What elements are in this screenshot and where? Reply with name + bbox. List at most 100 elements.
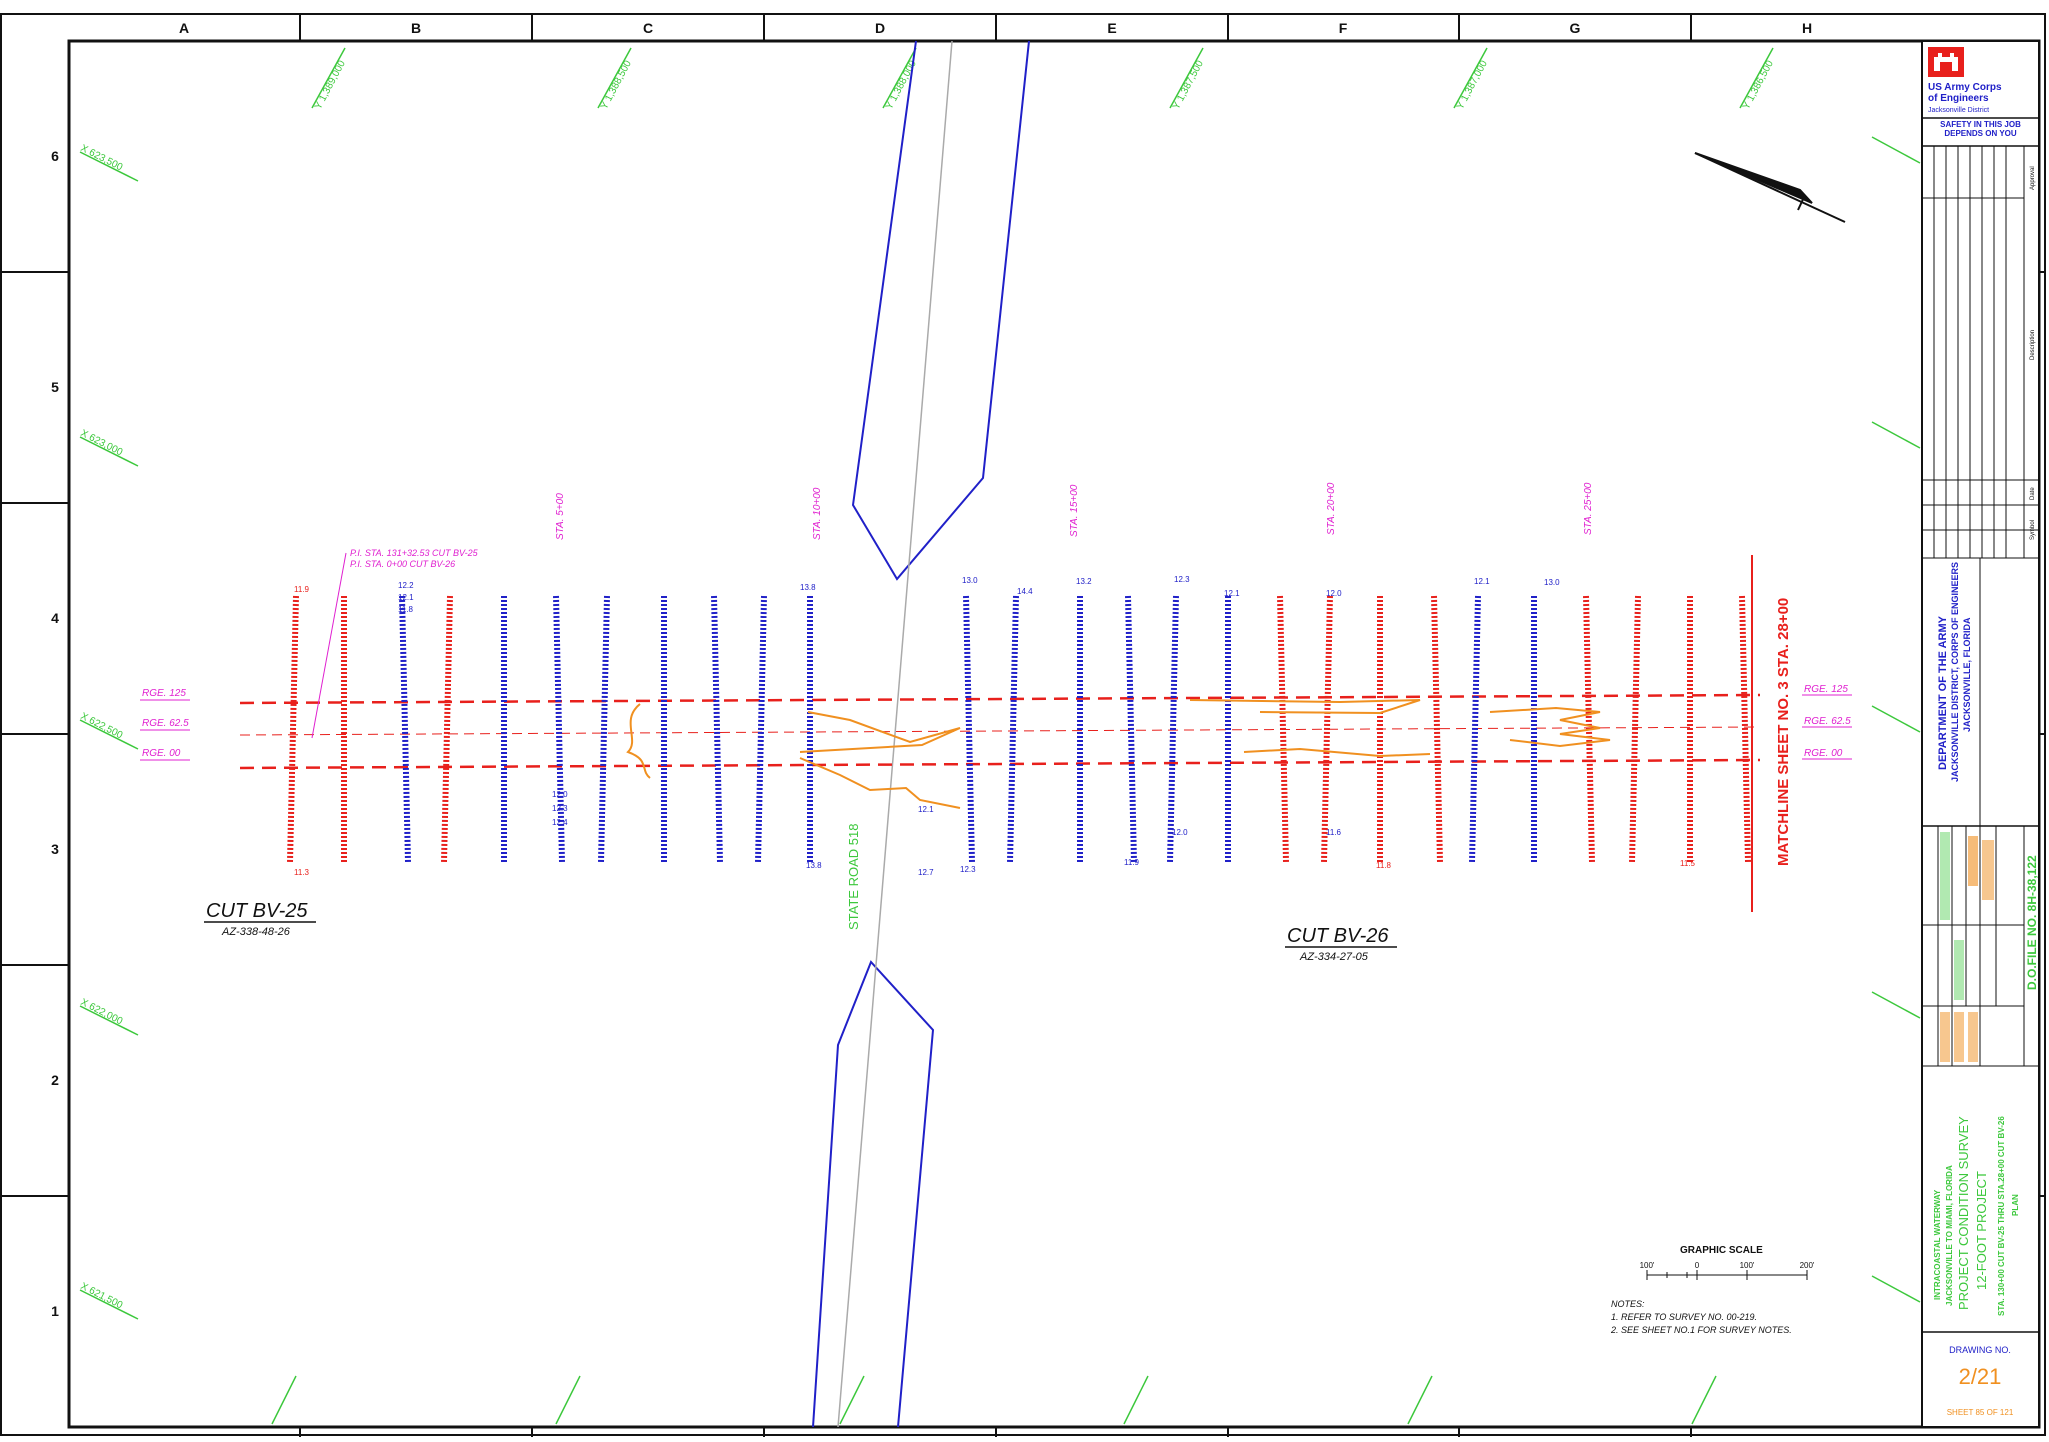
sounding-column xyxy=(1277,595,1289,863)
sounding-bottom: 12.4 xyxy=(552,818,568,827)
note-item: 2. SEE SHEET NO.1 FOR SURVEY NOTES. xyxy=(1610,1325,1792,1335)
scale-tick: 100' xyxy=(1740,1261,1755,1270)
grid-label-x: X 623,000 xyxy=(79,428,125,459)
station-label: STA. 25+00 xyxy=(1583,482,1594,535)
scale-tick: 100' xyxy=(1640,1261,1655,1270)
range-label-ticks xyxy=(140,694,1852,761)
sounding-top: 12.0 xyxy=(1326,589,1342,598)
pi-note-line: P.I. STA. 131+32.53 CUT BV-25 xyxy=(350,548,479,558)
channel-lines xyxy=(239,555,1761,912)
title-block: US Army Corps of Engineers Jacksonville … xyxy=(1921,40,2040,1428)
outer-border xyxy=(0,13,2046,1436)
dept-line: JACKSONVILLE, FLORIDA xyxy=(1962,617,1972,732)
sounding-column xyxy=(598,595,610,863)
sounding-column xyxy=(1739,595,1751,863)
scale-tick: 200' xyxy=(1800,1261,1815,1270)
row-label: 6 xyxy=(51,148,59,164)
cut-azimuth: AZ-334-27-05 xyxy=(1299,951,1369,963)
sheet-number: SHEET 85 OF 121 xyxy=(1947,1408,2014,1417)
sounding-top: 12.3 xyxy=(1174,575,1190,584)
sounding-top: 13.8 xyxy=(800,583,816,592)
sounding-column xyxy=(553,595,565,863)
sounding-column xyxy=(755,595,767,863)
road-label: STATE ROAD 518 xyxy=(846,824,861,930)
cut-name: CUT BV-25 xyxy=(206,900,308,922)
grid-label-x: X 623,500 xyxy=(79,143,125,174)
graphic-scale: GRAPHIC SCALE 100' 0 100' 200' xyxy=(1640,1245,1815,1280)
range-label: RGE. 62.5 xyxy=(142,718,189,729)
sounding-bottom: 12.7 xyxy=(918,868,934,877)
column-dividers xyxy=(299,14,1692,1437)
note-item: 1. REFER TO SURVEY NO. 00-219. xyxy=(1611,1312,1757,1322)
row-label: 2 xyxy=(51,1072,59,1088)
sounding-bottom: 11.6 xyxy=(1326,828,1342,837)
column-label: A xyxy=(179,20,189,36)
sounding-column xyxy=(1469,595,1481,863)
sounding-top: 12.1 xyxy=(398,593,414,602)
project-line: PLAN xyxy=(2011,1194,2020,1216)
station-label: STA. 15+00 xyxy=(1069,484,1080,537)
sounding-column xyxy=(1167,595,1179,863)
column-label: H xyxy=(1802,20,1812,36)
dept-line: DEPARTMENT OF THE ARMY xyxy=(1937,615,1949,770)
scale-tick: 0 xyxy=(1695,1261,1700,1270)
revision-header: Description xyxy=(2030,330,2036,360)
revision-header: Date xyxy=(2030,487,2036,500)
notes-title: NOTES: xyxy=(1611,1299,1645,1309)
bridge-outline xyxy=(812,40,1030,1428)
grid-label-x: X 622,500 xyxy=(79,711,125,742)
grid-label-y: Y 1,387,500 xyxy=(1171,58,1206,111)
sounding-bottom: 12.1 xyxy=(918,805,934,814)
sounding-column xyxy=(441,595,453,863)
grid-label-y: Y 1,389,000 xyxy=(313,58,348,111)
column-label: E xyxy=(1107,20,1116,36)
sounding-marks xyxy=(287,595,1751,863)
district-name: Jacksonville District xyxy=(1928,107,1989,114)
matchline-label: MATCHLINE SHEET NO. 3 STA. 28+00 xyxy=(1775,598,1792,866)
sounding-column xyxy=(399,595,411,863)
project-line: 12-FOOT PROJECT xyxy=(1974,1171,1989,1290)
project-line: STA. 130+00 CUT BV-25 THRU STA.28+00 CUT… xyxy=(1997,1116,2006,1316)
sounding-bottom: 11.9 xyxy=(1124,858,1140,867)
sounding-top: 13.2 xyxy=(1076,577,1092,586)
station-label: STA. 20+00 xyxy=(1326,482,1337,535)
column-label: F xyxy=(1339,20,1348,36)
file-number: D.O.FILE NO. 8H-38,122 xyxy=(2025,855,2039,990)
grid-label-y: Y 1,387,000 xyxy=(1455,58,1490,111)
cut-azimuth: AZ-338-48-26 xyxy=(221,926,291,938)
sounding-bottom: 13.8 xyxy=(806,861,822,870)
road-centerline xyxy=(837,40,953,1428)
sounding-column xyxy=(711,595,723,863)
range-label: RGE. 00 xyxy=(142,748,181,759)
dept-line: JACKSONVILLE DISTRICT, CORPS OF ENGINEER… xyxy=(1950,562,1960,782)
grid-label-y: Y 1,388,500 xyxy=(599,58,634,111)
north-arrow-icon xyxy=(1694,152,1846,223)
project-line: JACKSONVILLE TO MIAMI, FLORIDA xyxy=(1945,1165,1954,1306)
sounding-column xyxy=(1007,595,1019,863)
sounding-top: 14.4 xyxy=(1017,587,1033,596)
graphic-scale-title: GRAPHIC SCALE xyxy=(1680,1245,1763,1256)
shoal-contours xyxy=(626,699,1611,809)
grid-label-x: X 621,500 xyxy=(79,1281,125,1312)
column-label: G xyxy=(1570,20,1581,36)
range-label: RGE. 00 xyxy=(1804,748,1843,759)
sounding-top: 12.2 xyxy=(398,581,414,590)
sounding-column xyxy=(1321,595,1333,863)
sounding-top: 12.1 xyxy=(1224,589,1240,598)
row-dividers xyxy=(1,271,2045,1197)
drawing-no: 2/21 xyxy=(1959,1364,2002,1389)
range-label: RGE. 62.5 xyxy=(1804,716,1851,727)
revision-header: Symbol xyxy=(2030,520,2036,540)
sounding-bottom: 11.8 xyxy=(1376,861,1392,870)
sounding-top: 13.0 xyxy=(962,576,978,585)
sounding-top: 13.0 xyxy=(1544,578,1560,587)
cut-name: CUT BV-26 xyxy=(1287,925,1389,947)
column-label: D xyxy=(875,20,885,36)
sounding-bottom: 11.3 xyxy=(294,868,310,877)
sounding-column xyxy=(1431,595,1443,863)
safety-slogan: SAFETY IN THIS JOB DEPENDS ON YOU xyxy=(1940,120,2021,138)
sounding-bottom: 12.0 xyxy=(552,790,568,799)
project-line: INTRACOASTAL WATERWAY xyxy=(1933,1189,1942,1300)
sounding-column xyxy=(287,595,299,863)
